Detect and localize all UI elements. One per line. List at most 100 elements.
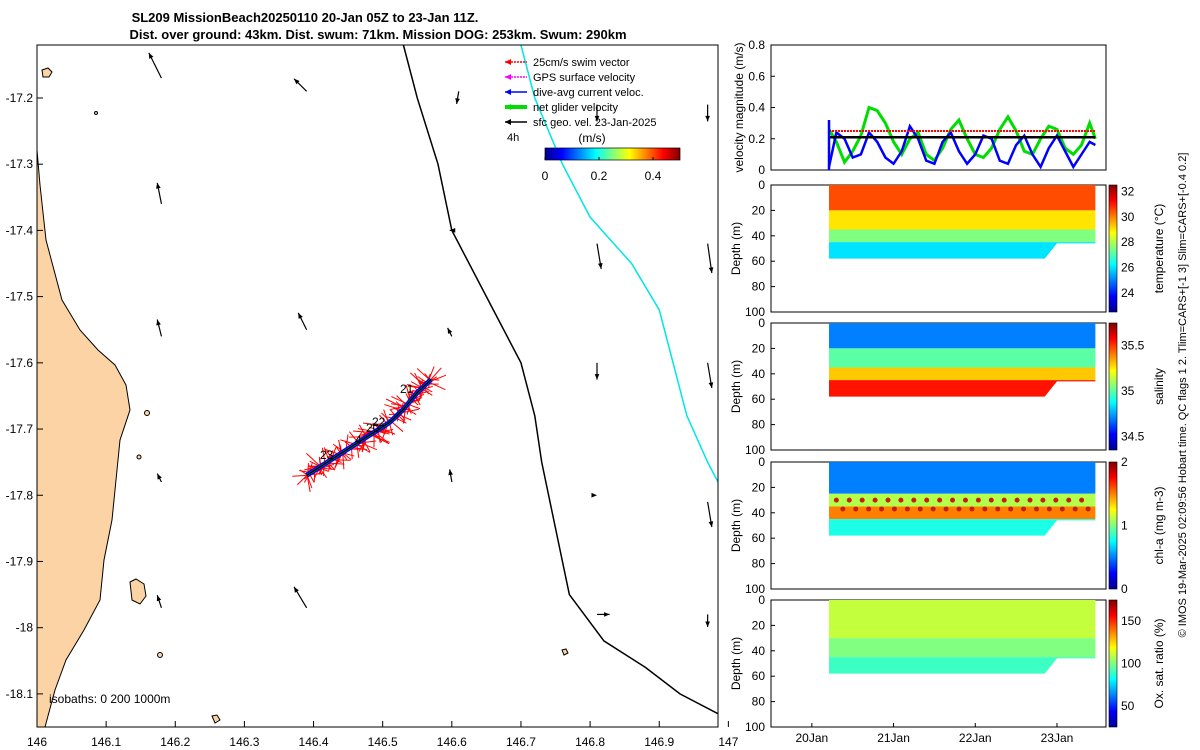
colorbar-tick-label: 0.4 [645,169,662,183]
chl-hotspot [1040,497,1046,503]
glider-path [306,378,432,477]
depth-tick-label: 60 [752,531,766,545]
swim-vector [390,420,404,433]
geo-velocity-arrowhead [156,182,161,189]
swim-vector [306,452,321,467]
geo-velocity-arrows [148,52,714,628]
profile-layer [829,348,1096,368]
velocity-y-tick-label: 0.2 [748,132,765,146]
profile-layer [829,519,1096,536]
day-label: 23 [320,448,334,462]
chl-hotspot [956,506,962,512]
depth-axis-label: Depth (m) [729,637,743,690]
geo-velocity-arrowhead [447,327,453,334]
isobath-1000m [520,45,718,483]
island [41,67,53,78]
depth-tick-label: 40 [752,367,766,381]
y-tick-label: -18.1 [6,687,34,701]
island [144,410,150,416]
colorbar-label: (m/s) [578,131,605,145]
day-label: 22 [372,415,386,429]
chl-hotspot [891,506,897,512]
depth-tick-label: 60 [752,392,766,406]
swim-vector [358,441,378,451]
geo-velocity-arrowhead [294,586,299,593]
profile-layer [829,367,1096,381]
chl-hotspot [943,506,949,512]
chl-hotspot [988,497,994,503]
geo-velocity-arrowhead [604,612,610,617]
figure-title-line2: Dist. over ground: 43km. Dist. swum: 71k… [129,27,626,42]
chl-hotspot [846,497,852,503]
colorbar-tick-label: 0.2 [591,169,608,183]
figure-title-line1: SL209 MissionBeach20250110 20-Jan 05Z to… [132,10,479,25]
colorbar-tick-label: 26 [1121,261,1135,275]
geo-velocity-arrowhead [148,52,154,59]
swim-vector [296,474,308,486]
geo-velocity-arrowhead [156,595,162,602]
colorbar-tick-label: 35.5 [1121,339,1145,353]
x-tick-label: 146.1 [91,735,121,749]
geo-velocity-arrowhead [156,319,161,326]
geo-velocity-arrowhead [708,382,714,389]
chl-hotspot [1014,497,1020,503]
x-tick-label: 146 [27,735,47,749]
depth-tick-label: 20 [752,480,766,494]
swim-vector [385,398,405,409]
x-tick-label: 147 [718,735,738,749]
depth-tick-label: 20 [752,203,766,217]
colorbar-label: salinity [1152,368,1166,405]
chl-hotspot [1053,497,1059,503]
y-tick-label: -17.4 [6,223,34,237]
island [157,652,163,658]
y-tick-label: -17.3 [6,157,34,171]
geo-velocity-arrowhead [708,267,714,274]
colorbar-tick-label: 30 [1121,210,1135,224]
depth-tick-label: 100 [745,443,765,457]
colorbar-label: Ox. sat. ratio (%) [1152,618,1166,708]
legend-arrowhead [505,104,511,110]
profile-colorbar [1108,322,1118,451]
depth-tick-label: 40 [752,506,766,520]
profile-layer [829,462,1096,494]
x-tick-label: 146.2 [160,735,190,749]
chl-hotspot [866,506,872,512]
velocity-y-label: velocity magnitude (m/s) [732,42,746,172]
depth-tick-label: 80 [752,557,766,571]
colorbar-label: chl-a (mg m-3) [1152,486,1166,564]
chl-hotspot [917,506,923,512]
chl-hotspot [975,497,981,503]
map-x-axis: 146 146.1 146.2 146.3 146.4 146.5 146.6 146.7 14… [27,721,739,749]
depth-tick-label: 0 [758,178,765,192]
map-legend: 25cm/s swim vector GPS surface velocity di… [505,57,657,129]
colorbar-label: temperature (°C) [1152,204,1166,294]
y-tick-label: -17.2 [6,91,34,105]
legend-label: net glider velocity [533,102,618,114]
chl-hotspot [962,497,968,503]
chl-hotspot [859,497,865,503]
legend-label: GPS surface velocity [533,72,636,84]
chl-hotspot [1046,506,1052,512]
depth-tick-label: 100 [745,582,765,596]
depth-tick-label: 20 [752,341,766,355]
chl-hotspot [853,506,859,512]
day-label: 21 [400,382,414,396]
map-background [37,45,718,727]
chl-hotspot [840,506,846,512]
geo-velocity-arrowhead [705,115,710,122]
map-frame [36,44,719,728]
chl-hotspot [1027,497,1033,503]
colorbar-tick-label: 2 [1121,455,1128,469]
x-tick-label: 146.3 [229,735,259,749]
colorbar-ticks: 0 0.2 0.4 [542,157,662,183]
profile-colorbar [1108,184,1118,313]
profile-layer [829,185,1096,211]
profile-layer [829,600,1096,639]
chl-hotspot [1072,506,1078,512]
chl-hotspot [904,506,910,512]
chl-hotspot [982,506,988,512]
chl-hotspot [969,506,975,512]
geo-velocity-arrowhead [455,98,460,104]
